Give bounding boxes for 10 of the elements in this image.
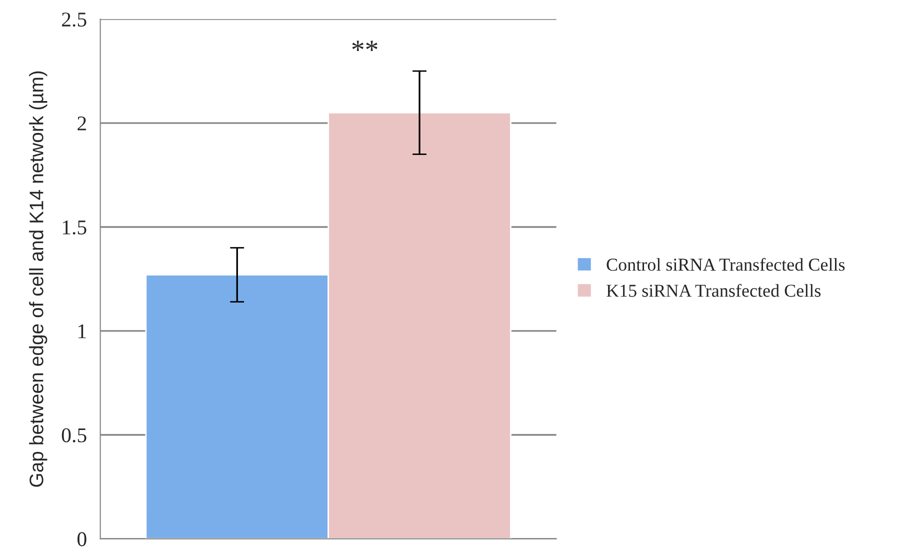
y-tick-label: 0.5 <box>62 428 86 442</box>
y-tick-label: 0 <box>78 532 86 546</box>
y-tick-label: 2.5 <box>62 12 86 27</box>
y-axis-title: Gap between edge of cell and K14 network (µm) <box>29 71 48 487</box>
y-tick-label: 1 <box>78 324 86 338</box>
legend-label: Control siRNA Transfected Cells <box>606 258 845 271</box>
annotation: ** <box>352 40 378 51</box>
y-tick-label: 2 <box>78 116 86 130</box>
legend-label: K15 siRNA Transfected Cells <box>606 284 821 297</box>
y-tick-label: 1.5 <box>62 220 86 235</box>
